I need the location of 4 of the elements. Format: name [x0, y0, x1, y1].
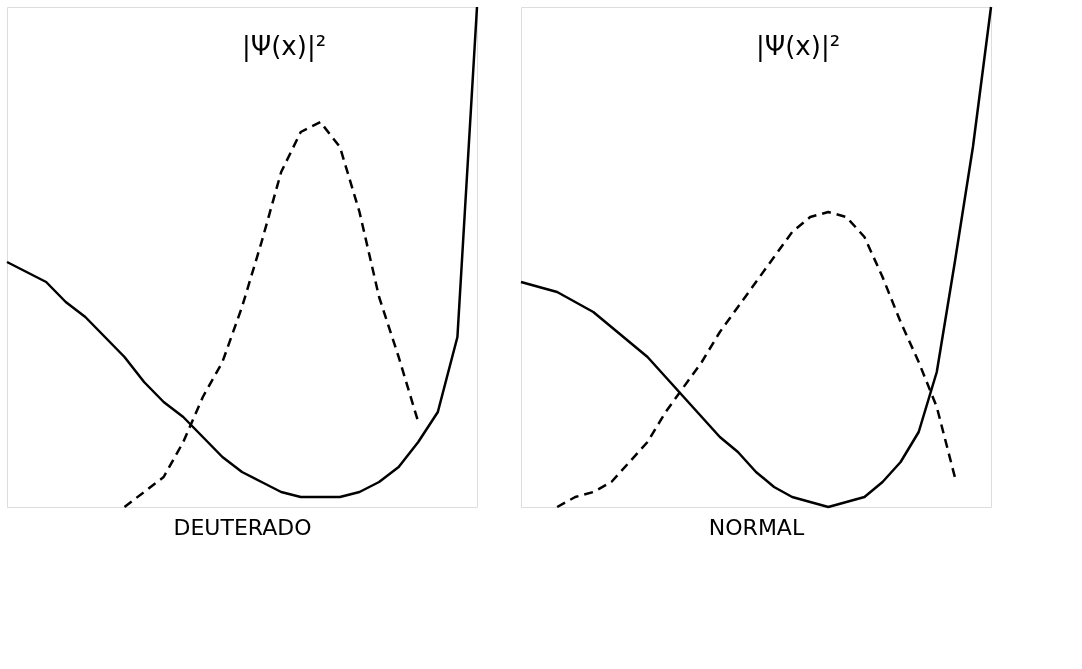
annotation: |Ψ(x)|² [756, 31, 841, 62]
x-axis-title: DEUTERADO [173, 514, 312, 540]
x-axis-title: NORMAL [708, 514, 805, 540]
annotation: |Ψ(x)|² [242, 31, 327, 62]
